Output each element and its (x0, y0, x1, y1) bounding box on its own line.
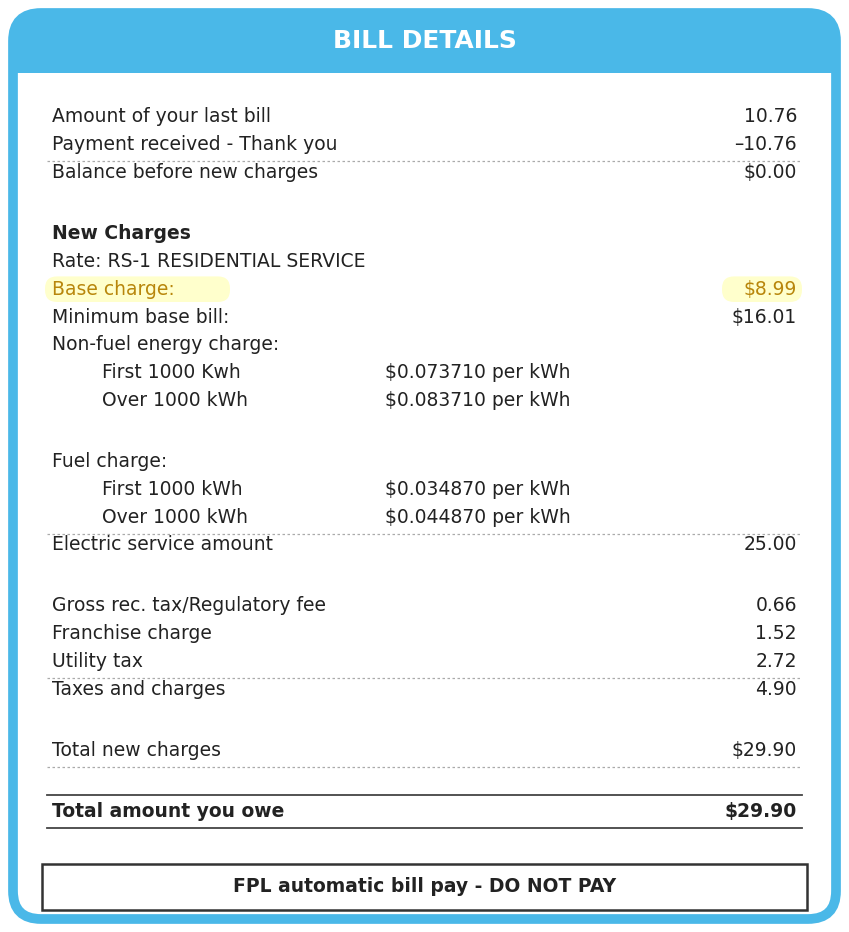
Text: Base charge:: Base charge: (52, 280, 175, 298)
Bar (13, 40, 836, 73)
Text: Taxes and charges: Taxes and charges (52, 679, 226, 699)
Text: Balance before new charges: Balance before new charges (52, 163, 318, 182)
Text: $16.01: $16.01 (732, 308, 797, 326)
Text: $29.90: $29.90 (732, 741, 797, 760)
Text: Total new charges: Total new charges (52, 741, 221, 760)
Text: $0.083710 per kWh: $0.083710 per kWh (385, 391, 571, 410)
Text: $0.00: $0.00 (744, 163, 797, 182)
FancyBboxPatch shape (13, 13, 836, 919)
Text: $29.90: $29.90 (725, 802, 797, 821)
Text: New Charges: New Charges (52, 224, 191, 243)
Text: Over 1000 kWh: Over 1000 kWh (102, 391, 248, 410)
Text: Total amount you owe: Total amount you owe (52, 802, 284, 821)
FancyBboxPatch shape (45, 277, 230, 302)
Text: Over 1000 kWh: Over 1000 kWh (102, 508, 248, 527)
Text: First 1000 kWh: First 1000 kWh (102, 480, 243, 499)
Text: Utility tax: Utility tax (52, 651, 143, 671)
Text: $8.99: $8.99 (744, 280, 797, 298)
Text: 1.52: 1.52 (756, 624, 797, 643)
Bar (42, 864, 807, 910)
Text: Rate: RS-1 RESIDENTIAL SERVICE: Rate: RS-1 RESIDENTIAL SERVICE (52, 252, 366, 271)
Text: Amount of your last bill: Amount of your last bill (52, 107, 271, 127)
Text: Fuel charge:: Fuel charge: (52, 452, 167, 471)
Text: 25.00: 25.00 (744, 535, 797, 555)
Text: Gross rec. tax/Regulatory fee: Gross rec. tax/Regulatory fee (52, 596, 326, 615)
Text: –10.76: –10.76 (734, 135, 797, 155)
Text: 10.76: 10.76 (744, 107, 797, 127)
Text: Minimum base bill:: Minimum base bill: (52, 308, 229, 326)
Text: Franchise charge: Franchise charge (52, 624, 212, 643)
Text: First 1000 Kwh: First 1000 Kwh (102, 363, 241, 382)
FancyBboxPatch shape (722, 277, 802, 302)
Text: $0.073710 per kWh: $0.073710 per kWh (385, 363, 571, 382)
Text: BILL DETAILS: BILL DETAILS (333, 29, 516, 52)
Text: 2.72: 2.72 (756, 651, 797, 671)
FancyBboxPatch shape (13, 13, 836, 73)
Text: $0.034870 per kWh: $0.034870 per kWh (385, 480, 571, 499)
Text: Non-fuel energy charge:: Non-fuel energy charge: (52, 336, 279, 354)
Text: Electric service amount: Electric service amount (52, 535, 273, 555)
Text: Payment received - Thank you: Payment received - Thank you (52, 135, 338, 155)
Text: 4.90: 4.90 (756, 679, 797, 699)
Text: $0.044870 per kWh: $0.044870 per kWh (385, 508, 571, 527)
Text: 0.66: 0.66 (756, 596, 797, 615)
Text: FPL automatic bill pay - DO NOT PAY: FPL automatic bill pay - DO NOT PAY (233, 878, 616, 897)
